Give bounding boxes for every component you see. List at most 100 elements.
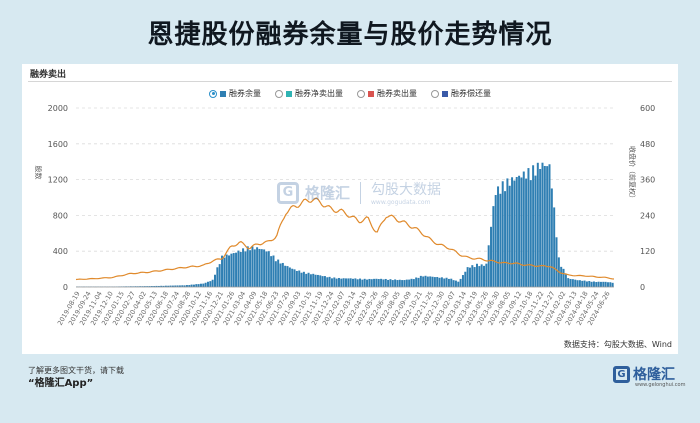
legend-item-repay[interactable]: 融券偿还量 <box>431 88 491 99</box>
chart-plot: 0 0 400 120 800 240 1200 360 1600 480 2000 600 股数 收盘价… <box>34 104 655 327</box>
margin-balance-bar <box>562 268 565 287</box>
y-left-tick-label: 400 <box>53 247 68 256</box>
margin-balance-bar <box>279 263 282 287</box>
margin-balance-bar <box>300 272 303 287</box>
margin-balance-bar <box>576 280 579 287</box>
margin-balance-bar <box>396 280 399 287</box>
margin-balance-bar <box>155 285 158 287</box>
margin-balance-bar <box>312 273 315 287</box>
margin-balance-bar <box>534 175 537 287</box>
margin-balance-bar <box>485 263 488 287</box>
y-left-axis-title: 股数 <box>34 166 43 180</box>
margin-balance-bar <box>515 176 518 287</box>
margin-balance-bar <box>221 255 224 287</box>
margin-balance-bar <box>450 278 453 287</box>
margin-balance-bar <box>422 276 425 287</box>
margin-balance-bar <box>171 285 174 287</box>
margin-balance-bar <box>597 281 600 287</box>
margin-balance-bar <box>384 278 387 287</box>
margin-balance-bar <box>249 250 252 287</box>
margin-balance-bar <box>209 281 212 287</box>
margin-balance-bar <box>553 207 556 287</box>
margin-balance-bar <box>218 264 221 287</box>
margin-balance-bar <box>235 252 238 287</box>
radio-icon[interactable] <box>431 89 439 98</box>
margin-balance-bar <box>429 276 432 287</box>
legend-item-margin-balance[interactable]: 融券余量 <box>209 88 261 99</box>
footer-promo: 了解更多图文干货，请下载 “格隆汇App” <box>28 364 124 390</box>
margin-balance-bar <box>305 273 308 287</box>
margin-balance-bar <box>164 285 167 287</box>
margin-balance-bar <box>377 279 380 287</box>
margin-balance-bar <box>564 274 567 287</box>
margin-balance-bar <box>375 278 378 287</box>
margin-balance-bar <box>291 268 294 287</box>
margin-balance-bar <box>483 265 485 287</box>
margin-balance-bar <box>309 274 312 287</box>
margin-balance-bar <box>347 278 350 287</box>
margin-balance-bar <box>330 278 333 287</box>
margin-balance-bar <box>160 285 163 287</box>
margin-balance-bar <box>391 280 394 287</box>
margin-balance-bar <box>401 280 404 287</box>
margin-balance-bar <box>417 277 420 287</box>
legend-item-net-short[interactable]: 融券净卖出量 <box>275 88 343 99</box>
margin-balance-bar <box>277 259 280 287</box>
watermark-partner: 勾股大数据 <box>371 182 442 198</box>
margin-balance-bar <box>150 286 153 287</box>
margin-balance-bar <box>284 265 287 287</box>
y-right-tick-label: 360 <box>640 176 655 185</box>
margin-balance-bar <box>319 275 322 287</box>
watermark: G 格隆汇 勾股大数据 www.gogudata.com <box>277 179 441 206</box>
margin-balance-bar <box>270 256 273 287</box>
margin-balance-bar <box>153 286 156 287</box>
margin-balance-bar <box>342 278 345 287</box>
margin-balance-bar <box>466 267 469 287</box>
margin-balance-bar <box>555 237 558 287</box>
radio-selected-icon[interactable] <box>209 89 217 98</box>
margin-balance-bar <box>232 253 235 287</box>
margin-balance-bar <box>211 279 214 287</box>
margin-balance-bar <box>443 278 446 287</box>
margin-balance-bar <box>583 280 586 287</box>
radio-icon[interactable] <box>357 89 365 98</box>
margin-balance-bar <box>415 277 418 287</box>
margin-balance-bar <box>468 267 471 287</box>
margin-balance-bar <box>316 274 319 287</box>
margin-balance-bar <box>293 269 296 287</box>
margin-balance-bar <box>237 250 240 287</box>
margin-balance-bar <box>356 279 359 287</box>
margin-balance-bar <box>606 282 609 287</box>
margin-balance-bar <box>314 274 317 287</box>
margin-balance-bar <box>408 279 411 287</box>
legend-swatch <box>220 90 226 97</box>
section-label: 融券卖出 <box>30 70 67 80</box>
y-left-tick-label: 1200 <box>48 176 68 185</box>
footer-logo: G 格隆汇 www.gelonghui.com <box>613 364 685 388</box>
brand-logo-icon: G <box>277 181 299 204</box>
margin-balance-bar <box>480 264 483 287</box>
margin-balance-bar <box>244 251 247 287</box>
margin-balance-bar <box>578 280 581 287</box>
margin-balance-bar <box>223 257 226 287</box>
footer-app-name[interactable]: “格隆汇App” <box>28 378 94 389</box>
margin-balance-bar <box>253 249 256 287</box>
margin-balance-bar <box>424 275 427 287</box>
margin-balance-bar <box>588 281 591 287</box>
radio-icon[interactable] <box>275 89 283 98</box>
margin-balance-bar <box>307 272 310 287</box>
margin-balance-bar <box>265 251 268 287</box>
legend-item-short-sell[interactable]: 融券卖出量 <box>357 88 417 99</box>
margin-balance-bar <box>157 285 160 287</box>
margin-balance-bar <box>508 185 511 287</box>
margin-balance-bar <box>490 226 493 287</box>
margin-balance-bar <box>181 285 184 287</box>
legend-swatch <box>368 90 374 97</box>
margin-balance-bar <box>511 177 514 287</box>
margin-balance-bar <box>403 280 406 287</box>
margin-balance-bar <box>323 276 326 287</box>
margin-balance-bar <box>239 251 242 287</box>
margin-balance-bar <box>352 278 355 287</box>
margin-balance-bar <box>506 178 509 287</box>
margin-balance-bar <box>199 283 202 287</box>
